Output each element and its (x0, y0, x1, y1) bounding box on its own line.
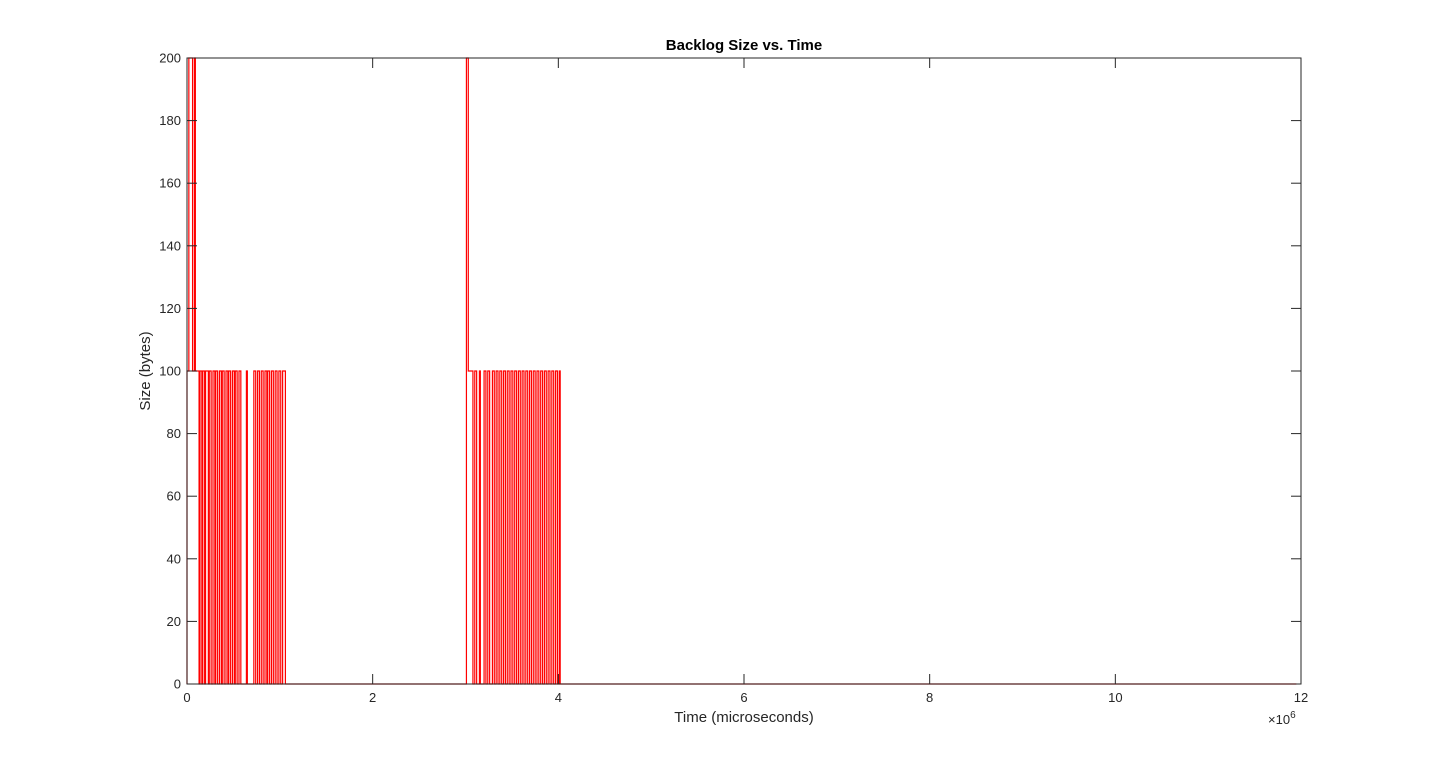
y-tick-label: 80 (167, 426, 181, 441)
x-axis-exponent-power: 6 (1290, 710, 1296, 721)
series-line-0 (186, 57, 1297, 685)
y-tick-label: 180 (159, 113, 181, 128)
y-tick-label: 40 (167, 551, 181, 566)
x-tick-label: 12 (1294, 690, 1308, 705)
y-tick-label: 20 (167, 614, 181, 629)
x-axis-exponent: ×106 (1268, 710, 1296, 727)
y-tick-label: 140 (159, 238, 181, 253)
chart-title: Backlog Size vs. Time (666, 37, 822, 54)
x-tick-label: 2 (369, 690, 376, 705)
y-tick-label: 120 (159, 301, 181, 316)
x-tick-label: 10 (1108, 690, 1122, 705)
x-tick-label: 0 (183, 690, 190, 705)
series-layer (186, 57, 1297, 685)
x-axis-ticks: 0 2 4 6 8 10 12 (183, 58, 1308, 705)
plot-area (187, 58, 1301, 684)
y-tick-label: 0 (174, 677, 181, 692)
y-axis-label: Size (bytes) (137, 331, 154, 410)
y-tick-label: 60 (167, 489, 181, 504)
y-tick-label: 100 (159, 364, 181, 379)
x-tick-label: 8 (926, 690, 933, 705)
y-tick-label: 160 (159, 176, 181, 191)
x-tick-label: 6 (740, 690, 747, 705)
y-tick-label: 200 (159, 51, 181, 66)
y-axis-ticks: 0 20 40 60 80 100 120 140 160 180 200 (159, 51, 1301, 692)
x-axis-label: Time (microseconds) (674, 709, 813, 726)
x-tick-label: 4 (555, 690, 562, 705)
x-axis-exponent-base: ×10 (1268, 712, 1290, 727)
